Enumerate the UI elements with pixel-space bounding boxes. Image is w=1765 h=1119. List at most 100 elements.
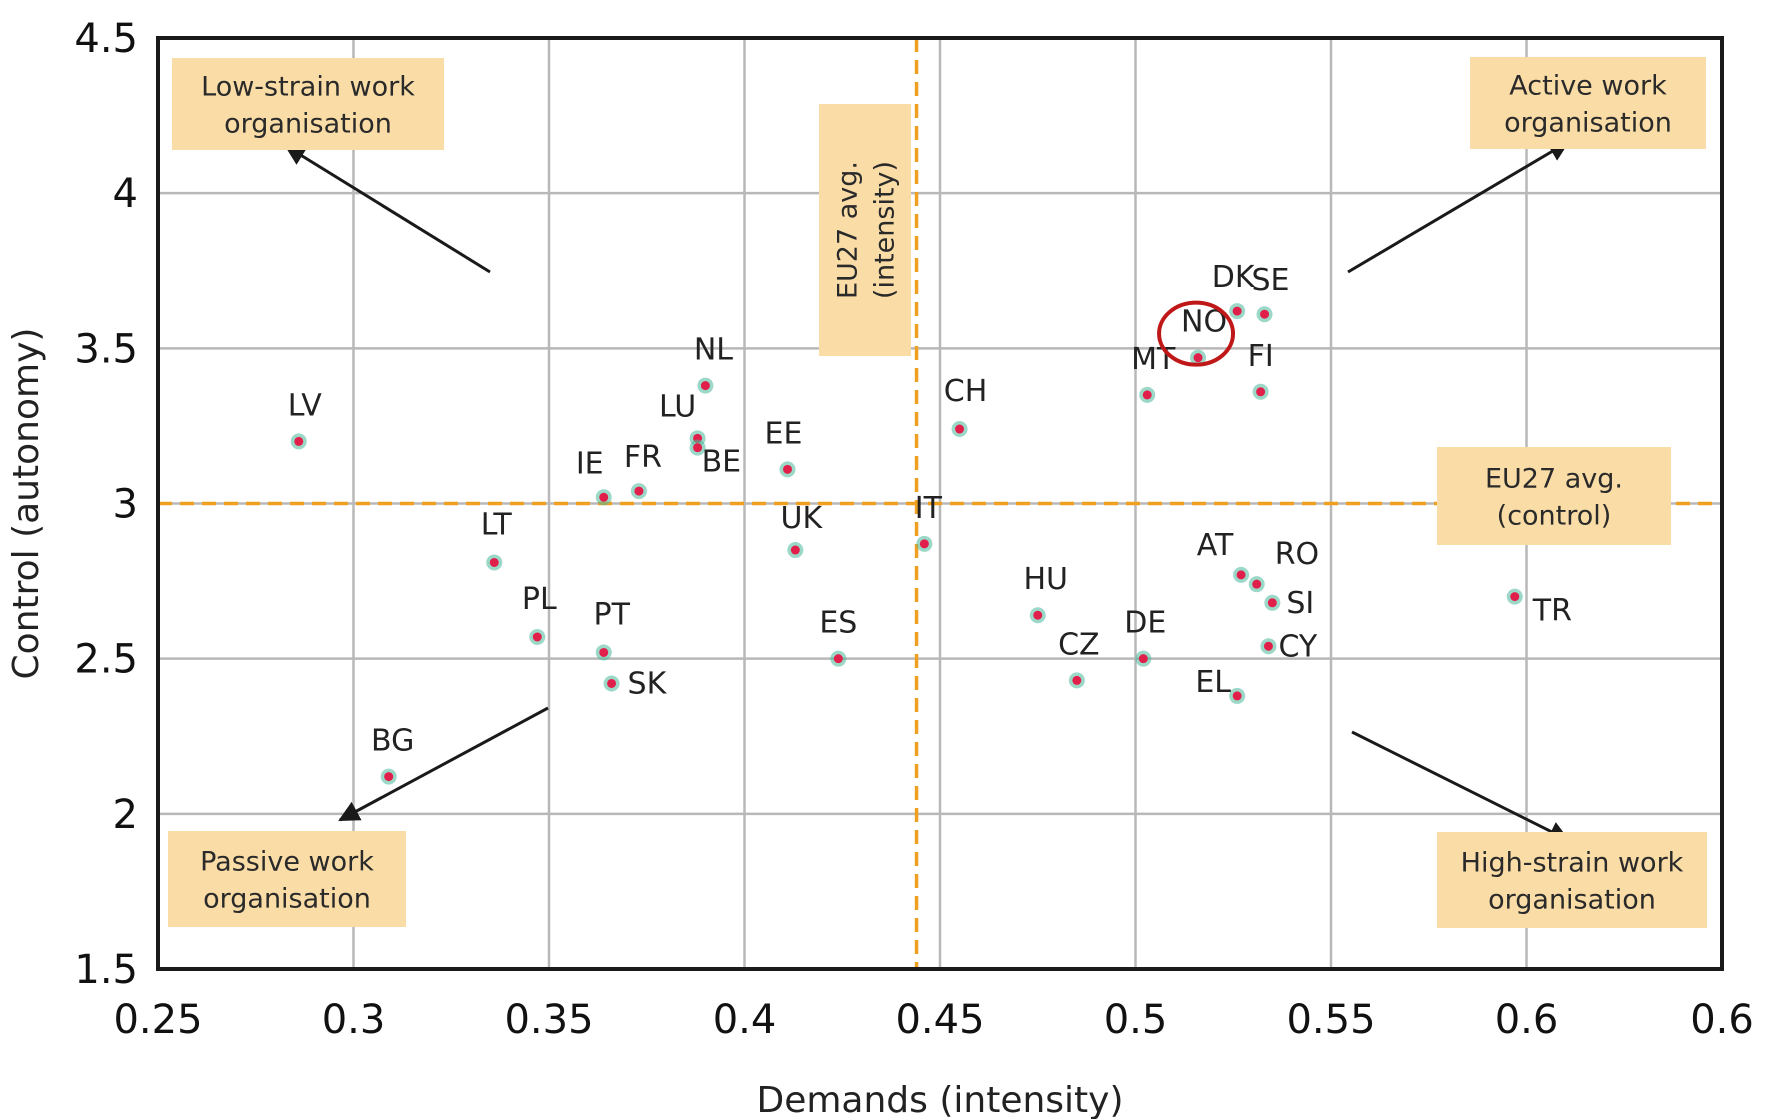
point-label: DK xyxy=(1212,260,1256,295)
annotation-text-line: organisation xyxy=(1504,108,1672,139)
data-point-fr: FR xyxy=(624,440,662,500)
annotation-text-line: organisation xyxy=(224,109,392,140)
point-marker xyxy=(955,424,965,434)
point-marker xyxy=(1256,387,1266,397)
annotation-text-line: EU27 avg. xyxy=(833,161,864,299)
y-tick-label: 2 xyxy=(113,792,138,838)
point-marker xyxy=(700,381,710,391)
annotation-text-line: organisation xyxy=(203,884,371,915)
point-label: PT xyxy=(594,597,631,632)
point-label: IT xyxy=(915,491,943,526)
point-label: PL xyxy=(522,582,557,617)
point-marker xyxy=(919,539,929,549)
point-label: LV xyxy=(288,388,322,423)
data-point-dk: DK xyxy=(1212,260,1256,320)
data-point-el: EL xyxy=(1195,665,1246,704)
x-tick-label: 0.55 xyxy=(1286,997,1375,1043)
point-label: MT xyxy=(1131,342,1176,377)
point-marker xyxy=(294,436,304,446)
data-point-lt: LT xyxy=(481,507,512,571)
annotation-text-line: organisation xyxy=(1488,885,1656,916)
annotation-text-line: High-strain work xyxy=(1461,848,1684,879)
data-point-ch: CH xyxy=(944,374,988,438)
y-tick-label: 3.5 xyxy=(74,326,138,372)
point-marker xyxy=(489,557,499,567)
data-point-nl: NL xyxy=(694,333,733,394)
point-label: EE xyxy=(765,416,803,451)
data-point-ee: EE xyxy=(765,416,803,478)
annotation-text-line: Passive work xyxy=(200,847,374,878)
data-point-ro: RO xyxy=(1248,537,1319,593)
annotation-boxes: Low-strain work organisation Active work or… xyxy=(168,57,1707,928)
data-point-ie: IE xyxy=(576,446,612,506)
data-point-uk: UK xyxy=(781,501,824,559)
y-tick-label: 3 xyxy=(113,482,138,528)
eu27-intensity-label-box xyxy=(819,104,911,356)
data-point-cy: CY xyxy=(1260,629,1318,664)
annotation-text-line: (control) xyxy=(1497,501,1612,532)
data-point-be: BE xyxy=(689,439,741,480)
point-label: CH xyxy=(944,374,988,409)
eu27-control-label-box xyxy=(1437,447,1671,545)
point-marker xyxy=(1260,309,1270,319)
y-tick-label: 4 xyxy=(113,171,138,217)
x-tick-label: 0.6 xyxy=(1495,997,1559,1043)
data-point-no: NO xyxy=(1157,300,1236,367)
point-marker xyxy=(1232,691,1242,701)
point-label: TR xyxy=(1532,594,1572,629)
quadrant-arrow xyxy=(284,144,491,274)
x-tick-label: 0.25 xyxy=(113,997,202,1043)
point-marker xyxy=(599,492,609,502)
tick-labels: 0.25 0.3 0.35 0.4 0.45 0.5 0.55 0.6 0.6 1.5 2 2.5 3 3… xyxy=(74,16,1753,1043)
data-point-se: SE xyxy=(1252,263,1290,323)
point-marker xyxy=(1263,641,1273,651)
point-marker xyxy=(1232,306,1242,316)
point-marker xyxy=(634,486,644,496)
point-label: UK xyxy=(781,501,824,536)
point-marker xyxy=(1033,610,1043,620)
low-strain-box xyxy=(172,58,444,150)
point-label: IE xyxy=(576,446,604,481)
x-tick-label: 0.5 xyxy=(1104,997,1168,1043)
point-marker xyxy=(1142,390,1152,400)
data-point-pl: PL xyxy=(522,582,557,645)
point-label: FR xyxy=(624,440,662,475)
point-label: CZ xyxy=(1058,627,1100,662)
data-point-cz: CZ xyxy=(1058,627,1100,689)
data-point-es: ES xyxy=(819,606,857,667)
point-label: SE xyxy=(1252,263,1290,298)
x-axis-label: Demands (intensity) xyxy=(756,1080,1123,1119)
point-label: SK xyxy=(628,666,668,701)
annotation-text-line: Active work xyxy=(1509,71,1667,102)
point-marker xyxy=(1193,353,1203,363)
data-point-lv: LV xyxy=(288,388,322,450)
x-tick-label: 0.6 xyxy=(1690,997,1754,1043)
data-point-pt: PT xyxy=(594,597,631,661)
point-label: NL xyxy=(694,333,733,368)
quadrant-arrow xyxy=(338,706,549,822)
point-label: BG xyxy=(371,724,414,759)
active-box xyxy=(1470,57,1706,149)
point-marker xyxy=(1510,592,1520,602)
point-label: EL xyxy=(1195,665,1231,700)
point-label: HU xyxy=(1023,562,1068,597)
data-point-it: IT xyxy=(915,491,943,552)
data-point-tr: TR xyxy=(1506,588,1572,629)
highlight-circle xyxy=(1157,300,1236,367)
x-tick-label: 0.3 xyxy=(322,997,386,1043)
x-tick-label: 0.4 xyxy=(713,997,777,1043)
point-label: SI xyxy=(1286,586,1314,621)
plot-frame xyxy=(156,36,1724,971)
point-marker xyxy=(607,678,617,688)
data-point-lu: LU xyxy=(659,389,706,447)
point-marker xyxy=(783,464,793,474)
point-marker xyxy=(1252,579,1262,589)
quadrant-arrow xyxy=(1347,140,1570,274)
data-point-hu: HU xyxy=(1023,562,1068,624)
point-marker xyxy=(1267,598,1277,608)
point-label: AT xyxy=(1197,528,1234,563)
data-point-si: SI xyxy=(1264,586,1314,621)
data-point-fi: FI xyxy=(1248,339,1274,400)
